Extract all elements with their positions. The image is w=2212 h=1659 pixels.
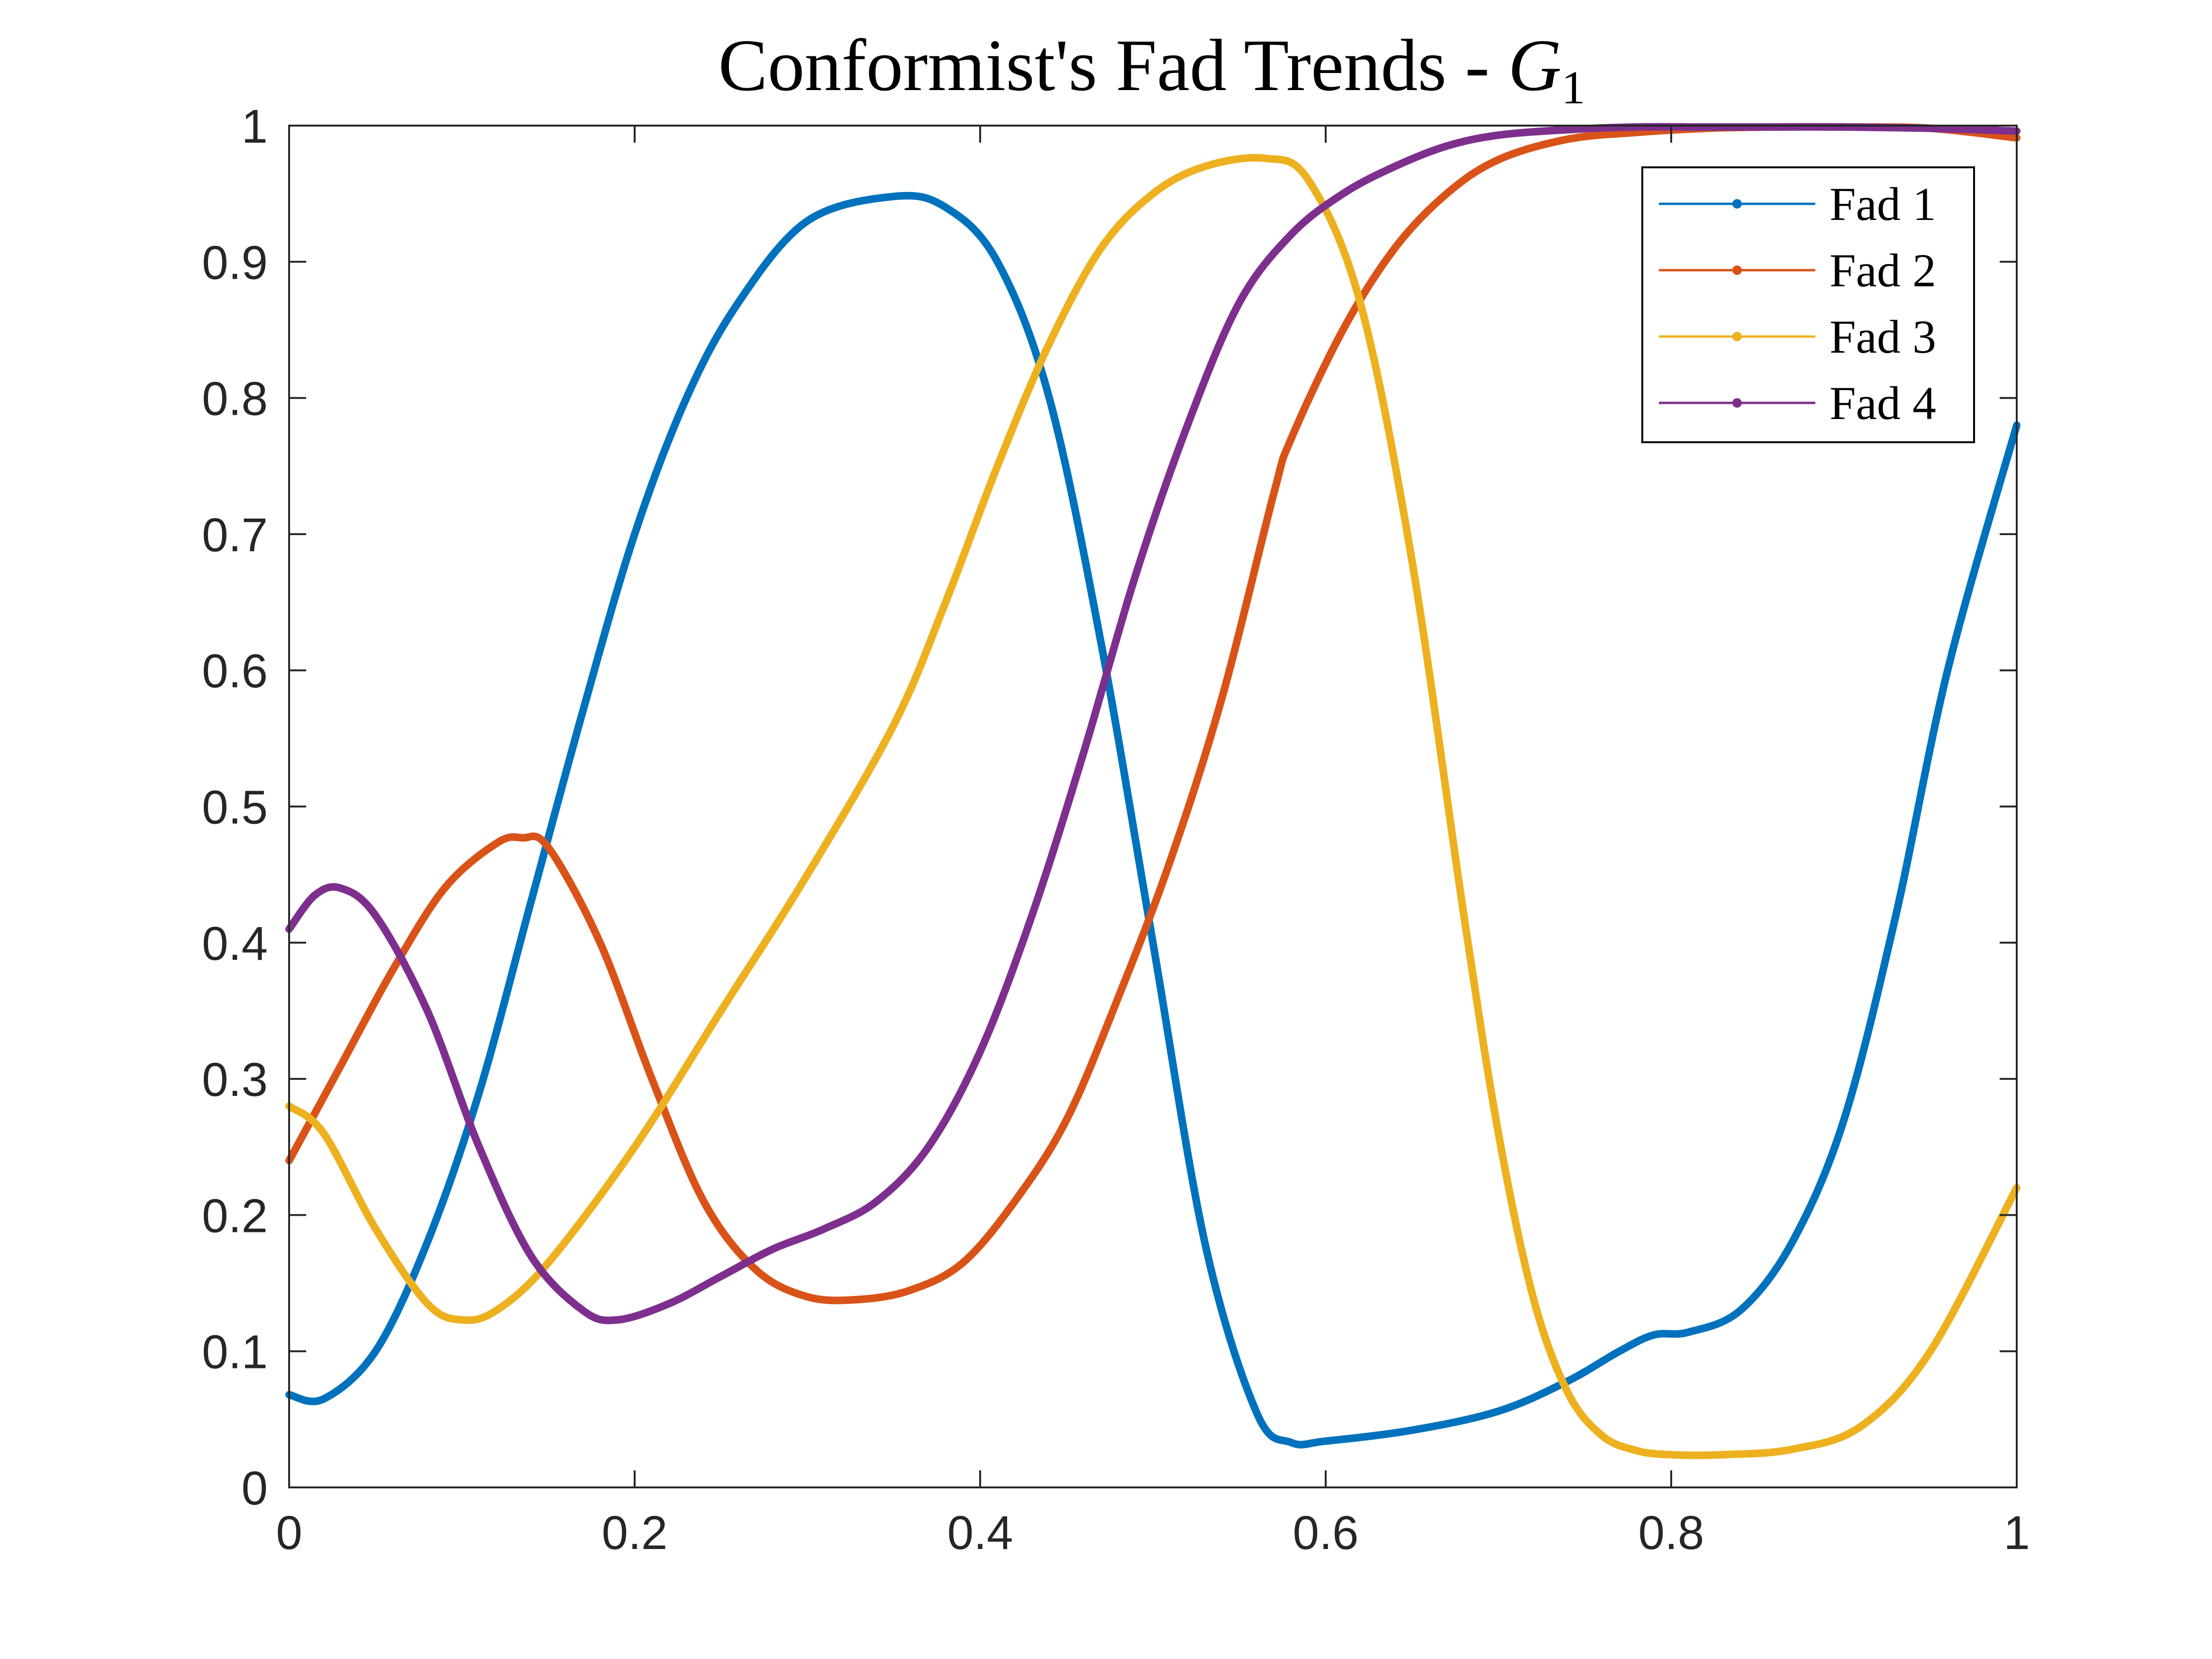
y-tick-label: 0.3 — [202, 1053, 268, 1106]
series-line-fad-2 — [285, 123, 2021, 1304]
x-tick-label: 0.8 — [1638, 1506, 1704, 1559]
legend-marker-fad-3 — [1732, 332, 1742, 341]
series-line-fad-4 — [285, 123, 2021, 1324]
chart-title: Conformist's Fad Trends - G1 — [718, 24, 1585, 114]
chart-title-variable: G — [1508, 24, 1562, 106]
y-tick-label: 0.7 — [202, 509, 268, 562]
x-tick-label: 0.4 — [947, 1506, 1013, 1559]
legend-label-fad-4: Fad 4 — [1830, 377, 1936, 429]
y-tick-label: 0.5 — [202, 781, 268, 834]
chart-title-main: Conformist's Fad Trends - — [718, 24, 1508, 106]
x-tick-label: 0 — [276, 1506, 302, 1559]
axis-ticks: 0 0.2 0.4 0.6 0.8 1 0 0.1 0.2 0.3 0.4 0.5 0.6 0.7 0.8 0… — [202, 100, 2030, 1559]
y-tick-label: 0.6 — [202, 645, 268, 698]
legend-marker-fad-2 — [1732, 265, 1742, 275]
legend-marker-fad-1 — [1732, 199, 1742, 209]
legend-label-fad-3: Fad 3 — [1830, 310, 1936, 363]
legend-marker-fad-4 — [1732, 398, 1742, 408]
chart-title-subscript: 1 — [1562, 61, 1585, 114]
y-tick-label: 0.8 — [202, 373, 268, 426]
series-line-fad-3 — [285, 154, 2021, 1459]
y-tick-label: 0.4 — [202, 917, 268, 970]
y-tick-label: 1 — [241, 100, 268, 153]
x-tick-label: 0.2 — [601, 1506, 667, 1559]
legend-label-fad-2: Fad 2 — [1830, 244, 1936, 297]
y-tick-label: 0 — [241, 1462, 268, 1515]
series-line-fad-1 — [285, 191, 2021, 1449]
legend: Fad 1 Fad 2 Fad 3 Fad 4 — [1641, 166, 1975, 443]
plot-area — [285, 123, 2021, 1459]
x-tick-label: 0.6 — [1293, 1506, 1358, 1559]
y-tick-label: 0.9 — [202, 236, 268, 289]
y-tick-label: 0.2 — [202, 1189, 268, 1242]
y-tick-label: 0.1 — [202, 1326, 268, 1379]
x-tick-label: 1 — [2003, 1506, 2030, 1559]
legend-items: Fad 1 Fad 2 Fad 3 Fad 4 — [1659, 178, 1936, 429]
legend-label-fad-1: Fad 1 — [1830, 178, 1936, 230]
legend-box — [1641, 166, 1975, 443]
